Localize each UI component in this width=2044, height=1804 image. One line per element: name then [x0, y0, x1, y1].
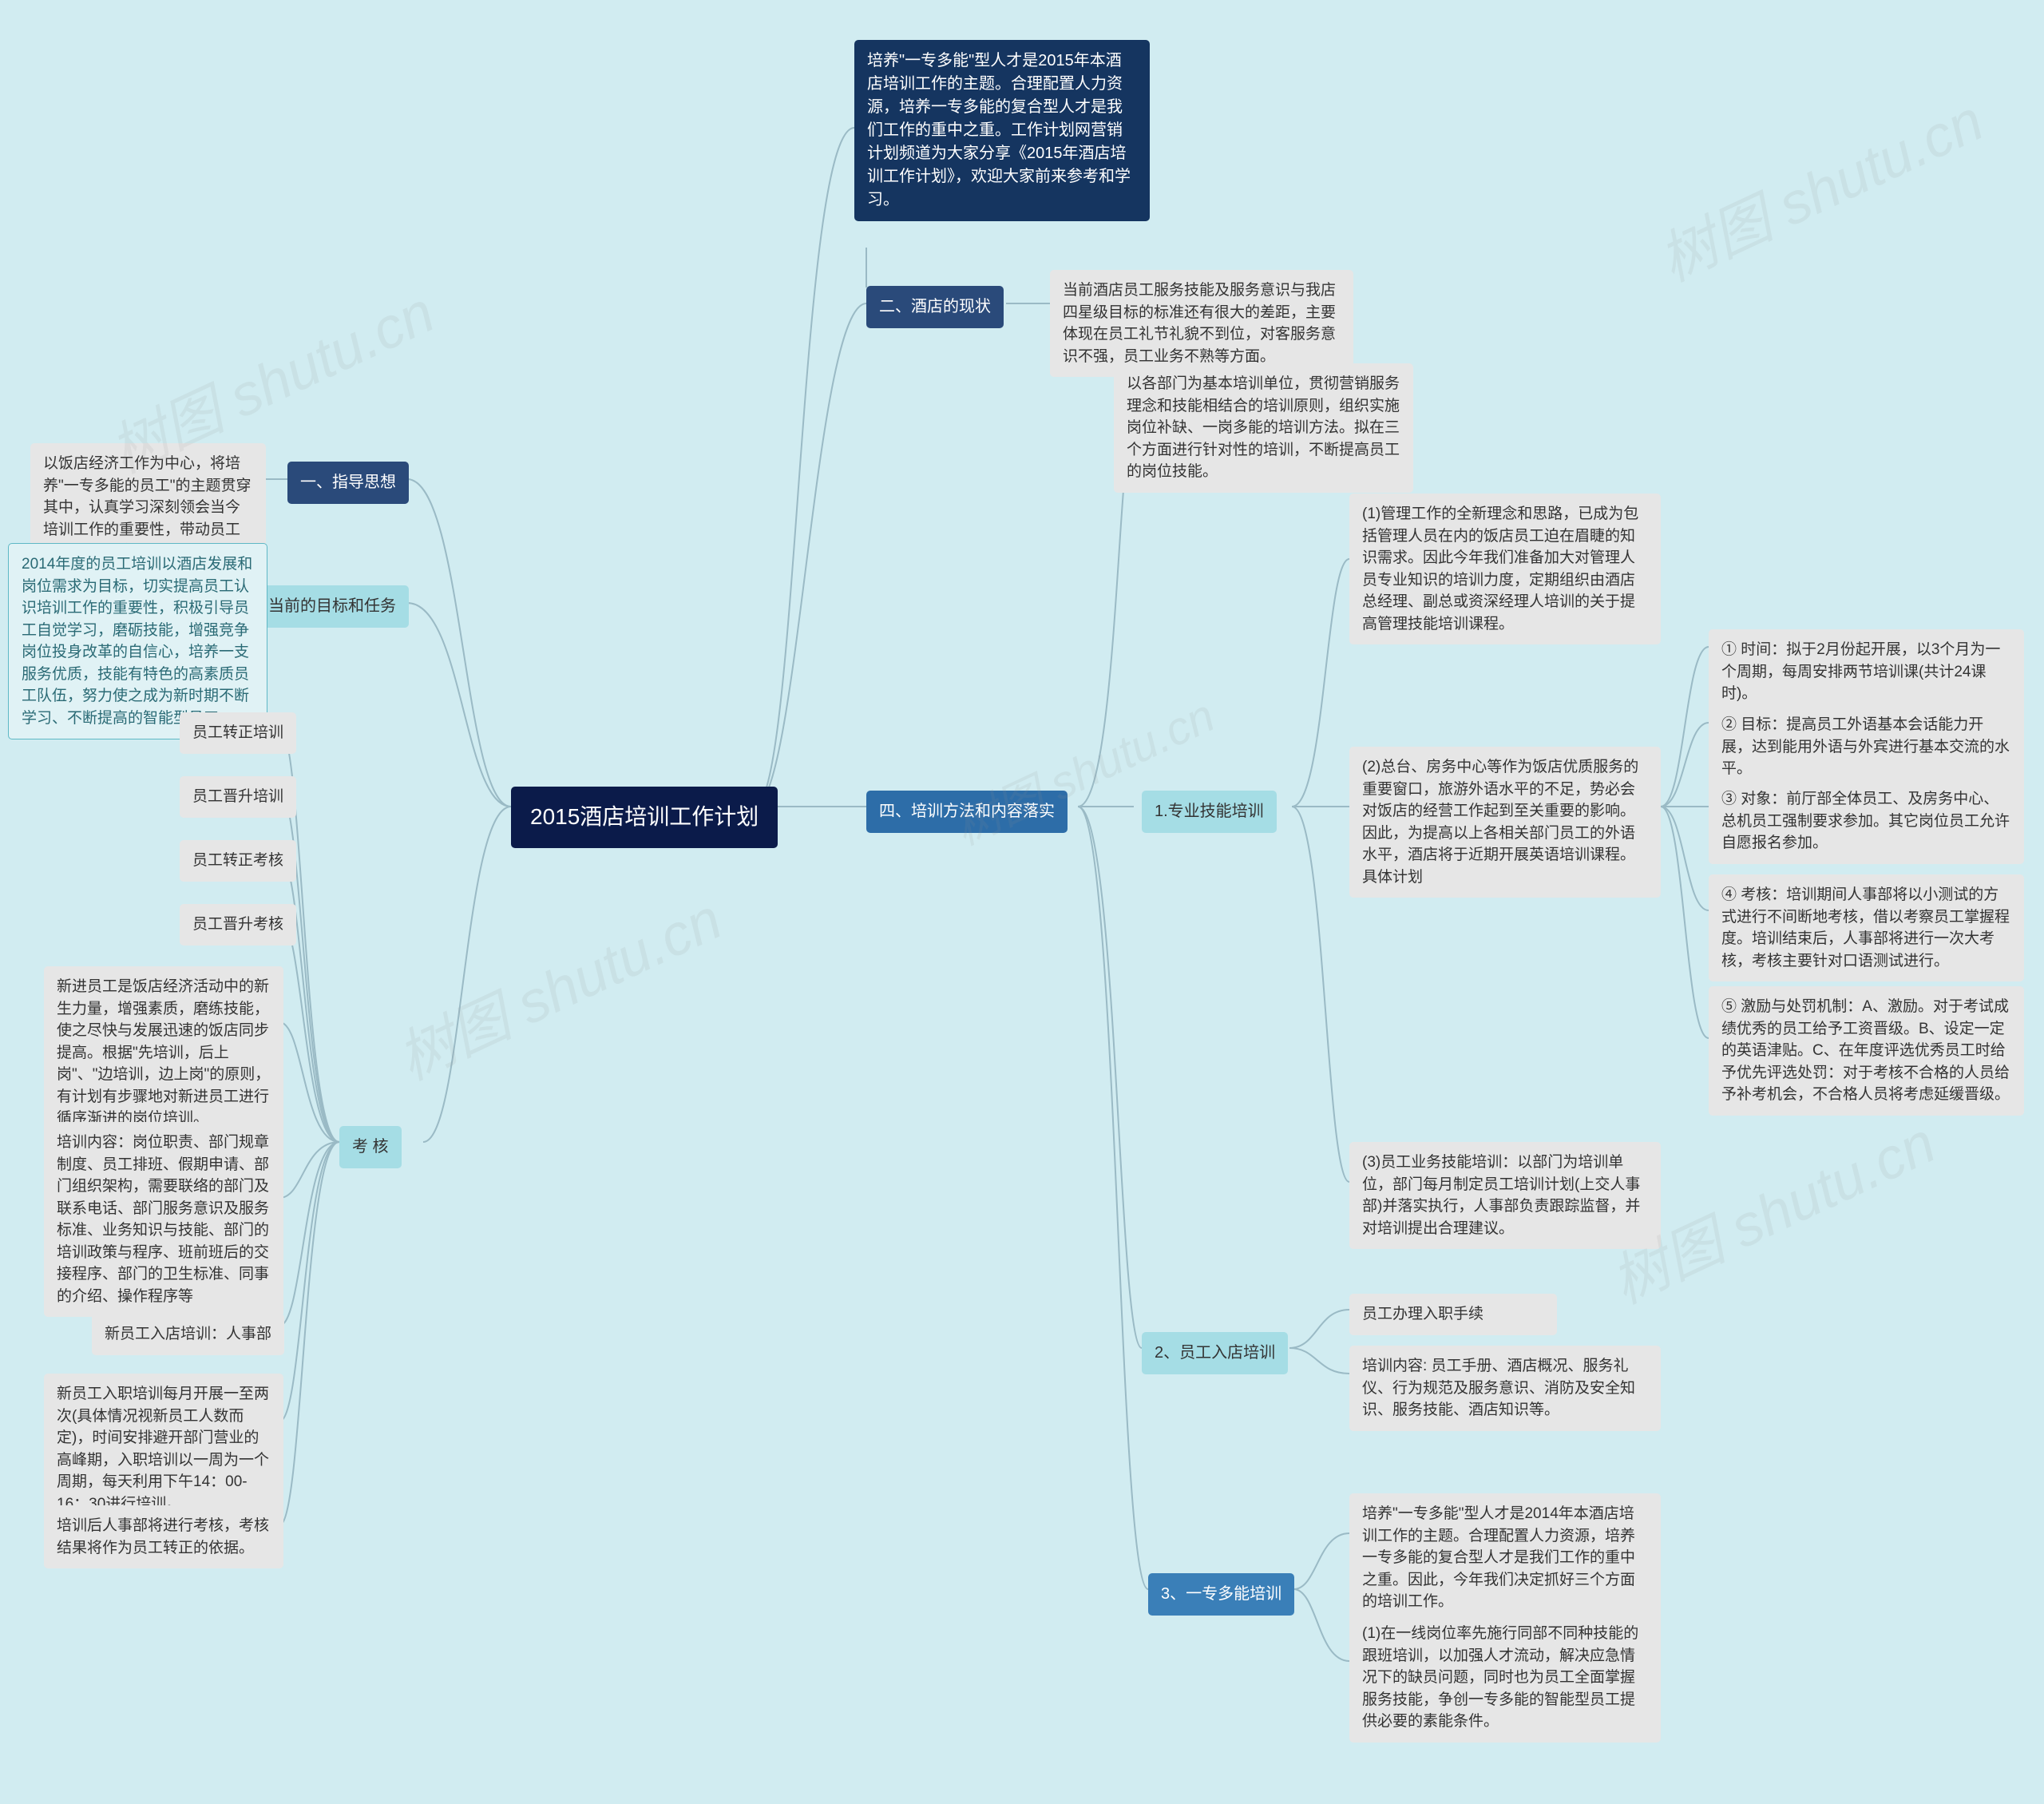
- branch-assessment[interactable]: 考 核: [339, 1126, 402, 1168]
- branch-guiding[interactable]: 一、指导思想: [287, 462, 409, 504]
- leaf-b5-9: 培训后人事部将进行考核，考核结果将作为员工转正的依据。: [44, 1505, 283, 1568]
- sub-pro-training[interactable]: 1.专业技能培训: [1142, 791, 1277, 833]
- mindmap-center[interactable]: 2015酒店培训工作计划: [511, 787, 778, 848]
- leaf-goals: 2014年度的员工培训以酒店发展和岗位需求为目标，切实提高员工认识培训工作的重要…: [8, 543, 267, 739]
- leaf-s1-1: (1)管理工作的全新理念和思路，已成为包括管理人员在内的饭店员工迫在眉睫的知识需…: [1349, 494, 1661, 644]
- intro-block: 培养"一专多能"型人才是2015年本酒店培训工作的主题。合理配置人力资源，培养一…: [854, 40, 1150, 221]
- leaf-b5-4: 员工晋升考核: [180, 904, 296, 946]
- watermark: 树图 shutu.cn: [382, 873, 733, 1096]
- leaf-s1-3: (3)员工业务技能培训：以部门为培训单位，部门每月制定员工培训计划(上交人事部)…: [1349, 1142, 1661, 1249]
- leaf-s1-2-i2: ② 目标：提高员工外语基本会话能力开展，达到能用外语与外宾进行基本交流的水平。: [1709, 704, 2024, 790]
- leaf-b5-8: 新员工入职培训每月开展一至两次(具体情况视新员工人数而定)，时间安排避开部门营业…: [44, 1374, 283, 1524]
- branch-methods[interactable]: 四、培训方法和内容落实: [866, 791, 1068, 833]
- leaf-methods-top: 以各部门为基本培训单位，贯彻营销服务理念和技能相结合的培训原则，组织实施岗位补缺…: [1114, 363, 1413, 493]
- leaf-b5-2: 员工晋升培训: [180, 776, 296, 818]
- leaf-b5-7: 新员工入店培训：人事部: [92, 1314, 284, 1355]
- leaf-s1-2-i4: ④ 考核：培训期间人事部将以小测试的方式进行不间断地考核，借以考察员工掌握程度。…: [1709, 874, 2024, 981]
- leaf-b5-3: 员工转正考核: [180, 840, 296, 882]
- watermark: 树图 shutu.cn: [1643, 74, 1994, 298]
- leaf-s1-2: (2)总台、房务中心等作为饭店优质服务的重要窗口，旅游外语水平的不足，势必会对饭…: [1349, 747, 1661, 898]
- leaf-s1-2-i3: ③ 对象：前厅部全体员工、及房务中心、总机员工强制要求参加。其它岗位员工允许自愿…: [1709, 779, 2024, 864]
- leaf-status: 当前酒店员工服务技能及服务意识与我店四星级目标的标准还有很大的差距，主要体现在员…: [1050, 270, 1353, 377]
- branch-status[interactable]: 二、酒店的现状: [866, 286, 1004, 328]
- leaf-s1-2-i1: ① 时间：拟于2月份起开展，以3个月为一个周期，每周安排两节培训课(共计24课时…: [1709, 629, 2024, 715]
- sub-multi-skill[interactable]: 3、一专多能培训: [1148, 1573, 1294, 1616]
- leaf-s3-1: 培养"一专多能"型人才是2014年本酒店培训工作的主题。合理配置人力资源，培养一…: [1349, 1493, 1661, 1623]
- leaf-s2-2: 培训内容: 员工手册、酒店概况、服务礼仪、行为规范及服务意识、消防及安全知识、服…: [1349, 1346, 1661, 1431]
- sub-entry-training[interactable]: 2、员工入店培训: [1142, 1332, 1288, 1374]
- leaf-s1-2-i5: ⑤ 激励与处罚机制：A、激励。对于考试成绩优秀的员工给予工资晋级。B、设定一定的…: [1709, 986, 2024, 1116]
- leaf-s3-2: (1)在一线岗位率先施行同部不同种技能的跟班培训，以加强人才流动，解决应急情况下…: [1349, 1613, 1661, 1743]
- leaf-b5-1: 员工转正培训: [180, 712, 296, 754]
- leaf-b5-5: 新进员工是饭店经济活动中的新生力量，增强素质，磨练技能，使之尽快与发展迅速的饭店…: [44, 966, 283, 1140]
- leaf-s2-1: 员工办理入职手续: [1349, 1294, 1557, 1335]
- leaf-b5-6: 培训内容：岗位职责、部门规章制度、员工排班、假期申请、部门组织架构，需要联络的部…: [44, 1122, 283, 1317]
